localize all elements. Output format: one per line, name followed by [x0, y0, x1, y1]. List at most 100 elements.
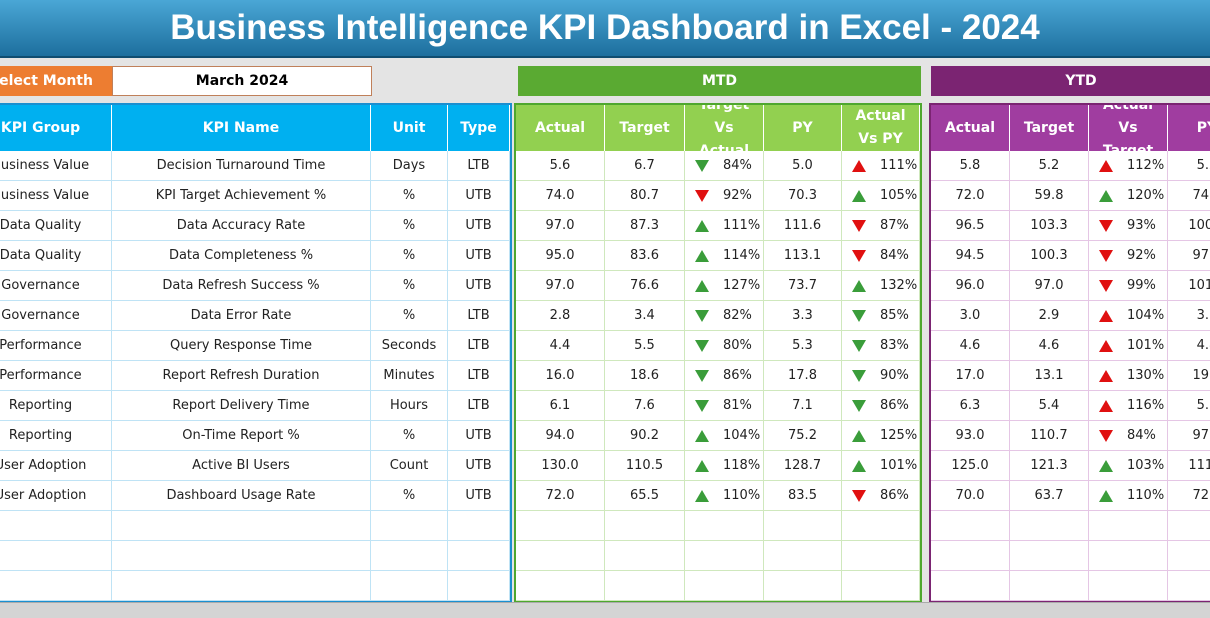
ratio-label: 82%	[723, 308, 752, 323]
arrow-shape	[695, 399, 709, 412]
value-cell: 111.6	[1168, 451, 1210, 481]
ratio-label: 104%	[1127, 308, 1165, 323]
ratio-label: 104%	[723, 428, 761, 443]
mtd-banner: MTD	[518, 66, 921, 96]
info-cell: User Adoption	[0, 451, 112, 481]
value-cell: 100.4	[1168, 211, 1210, 241]
status-arrow	[1099, 459, 1113, 472]
value-cell: 110.5	[605, 451, 685, 481]
value-cell: 4.4	[516, 331, 605, 361]
status-arrow	[1099, 189, 1113, 202]
value-cell: 70.3	[764, 181, 842, 211]
ratio-cell: 120%	[1089, 181, 1168, 211]
status-arrow	[1099, 279, 1113, 292]
value-cell: 63.7	[1010, 481, 1089, 511]
info-cell: Governance	[0, 271, 112, 301]
info-cell: Active BI Users	[112, 451, 371, 481]
arrow-shape	[852, 219, 866, 232]
value-cell: 5.6	[516, 151, 605, 181]
empty-cell	[112, 541, 371, 571]
empty-cell	[448, 541, 510, 571]
empty-cell	[764, 511, 842, 541]
arrow-shape	[1099, 309, 1113, 322]
value-cell: 3.3	[764, 301, 842, 331]
arrow-shape	[1099, 459, 1113, 472]
empty-cell	[764, 541, 842, 571]
value-cell: 17.8	[764, 361, 842, 391]
value-cell: 96.5	[931, 211, 1010, 241]
status-arrow	[695, 429, 709, 442]
empty-cell	[931, 571, 1010, 601]
arrow-shape	[852, 459, 866, 472]
info-cell: LTB	[448, 361, 510, 391]
ratio-label: 112%	[1127, 158, 1165, 173]
value-cell: 2.8	[516, 301, 605, 331]
ratio-cell: 86%	[685, 361, 764, 391]
arrow-shape	[695, 279, 709, 292]
ratio-label: 114%	[723, 248, 761, 263]
status-arrow	[1099, 399, 1113, 412]
ratio-cell: 112%	[1089, 151, 1168, 181]
ratio-label: 103%	[1127, 458, 1165, 473]
ratio-cell: 111%	[842, 151, 920, 181]
ratio-cell: 84%	[685, 151, 764, 181]
info-cell: UTB	[448, 481, 510, 511]
ratio-cell: 99%	[1089, 271, 1168, 301]
ratio-cell: 84%	[1089, 421, 1168, 451]
empty-cell	[685, 541, 764, 571]
value-cell: 6.3	[931, 391, 1010, 421]
value-cell: 110.7	[1010, 421, 1089, 451]
column-header: PY	[1168, 105, 1210, 151]
ratio-cell: 103%	[1089, 451, 1168, 481]
column-header: Target Vs Actual	[685, 105, 764, 151]
column-header: Type	[448, 105, 510, 151]
info-cell: Minutes	[371, 361, 448, 391]
info-cell: UTB	[448, 421, 510, 451]
ratio-cell: 130%	[1089, 361, 1168, 391]
arrow-shape	[852, 309, 866, 322]
empty-cell	[605, 571, 685, 601]
column-header: PY	[764, 105, 842, 151]
info-cell: %	[371, 481, 448, 511]
ratio-label: 127%	[723, 278, 761, 293]
value-cell: 72.0	[931, 181, 1010, 211]
ratio-label: 116%	[1127, 398, 1165, 413]
info-cell: Performance	[0, 361, 112, 391]
ratio-label: 84%	[723, 158, 752, 173]
info-cell: User Adoption	[0, 481, 112, 511]
ratio-label: 81%	[723, 398, 752, 413]
arrow-shape	[852, 369, 866, 382]
status-arrow	[1099, 219, 1113, 232]
info-cell: Seconds	[371, 331, 448, 361]
arrow-shape	[1099, 219, 1113, 232]
status-arrow	[695, 459, 709, 472]
ratio-label: 118%	[723, 458, 761, 473]
arrow-shape	[1099, 489, 1113, 502]
ratio-cell: 114%	[685, 241, 764, 271]
empty-cell	[605, 511, 685, 541]
status-arrow	[1099, 369, 1113, 382]
value-cell: 103.3	[1010, 211, 1089, 241]
ratio-label: 130%	[1127, 368, 1165, 383]
info-cell: Reporting	[0, 391, 112, 421]
ratio-cell: 132%	[842, 271, 920, 301]
status-arrow	[1099, 159, 1113, 172]
month-select[interactable]: March 2024	[112, 66, 372, 96]
empty-cell	[516, 511, 605, 541]
ratio-cell: 127%	[685, 271, 764, 301]
value-cell: 4.6	[1010, 331, 1089, 361]
arrow-shape	[1099, 399, 1113, 412]
value-cell: 5.3	[764, 331, 842, 361]
ratio-cell: 104%	[685, 421, 764, 451]
ratio-label: 87%	[880, 218, 909, 233]
empty-cell	[0, 541, 112, 571]
empty-cell	[371, 541, 448, 571]
info-cell: Data Accuracy Rate	[112, 211, 371, 241]
value-cell: 7.6	[605, 391, 685, 421]
value-cell: 87.3	[605, 211, 685, 241]
ratio-label: 93%	[1127, 218, 1156, 233]
status-arrow	[1099, 249, 1113, 262]
status-arrow	[695, 369, 709, 382]
arrow-shape	[852, 249, 866, 262]
